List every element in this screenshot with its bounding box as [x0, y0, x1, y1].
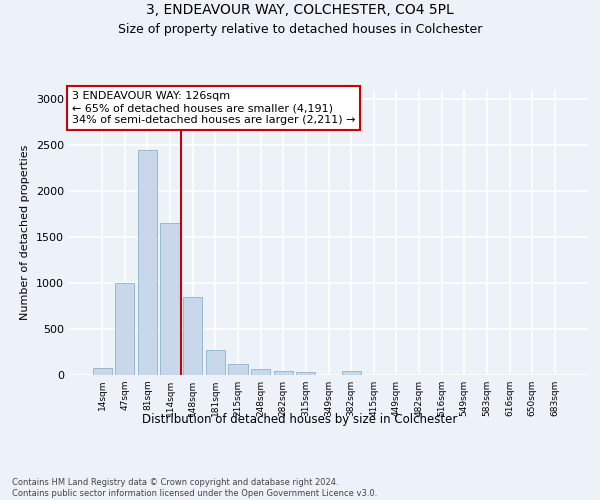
Text: Contains HM Land Registry data © Crown copyright and database right 2024.
Contai: Contains HM Land Registry data © Crown c…: [12, 478, 377, 498]
Bar: [296, 372, 316, 375]
Text: 3 ENDEAVOUR WAY: 126sqm
← 65% of detached houses are smaller (4,191)
34% of semi: 3 ENDEAVOUR WAY: 126sqm ← 65% of detache…: [71, 92, 355, 124]
Bar: [92, 368, 112, 375]
Bar: [274, 371, 293, 375]
Bar: [115, 283, 134, 375]
Bar: [206, 350, 225, 375]
Bar: [229, 364, 248, 375]
Bar: [160, 224, 180, 375]
Text: Distribution of detached houses by size in Colchester: Distribution of detached houses by size …: [142, 412, 458, 426]
Text: 3, ENDEAVOUR WAY, COLCHESTER, CO4 5PL: 3, ENDEAVOUR WAY, COLCHESTER, CO4 5PL: [146, 2, 454, 16]
Bar: [183, 297, 202, 375]
Bar: [138, 150, 157, 375]
Y-axis label: Number of detached properties: Number of detached properties: [20, 145, 31, 320]
Text: Size of property relative to detached houses in Colchester: Size of property relative to detached ho…: [118, 22, 482, 36]
Bar: [251, 369, 270, 375]
Bar: [341, 371, 361, 375]
